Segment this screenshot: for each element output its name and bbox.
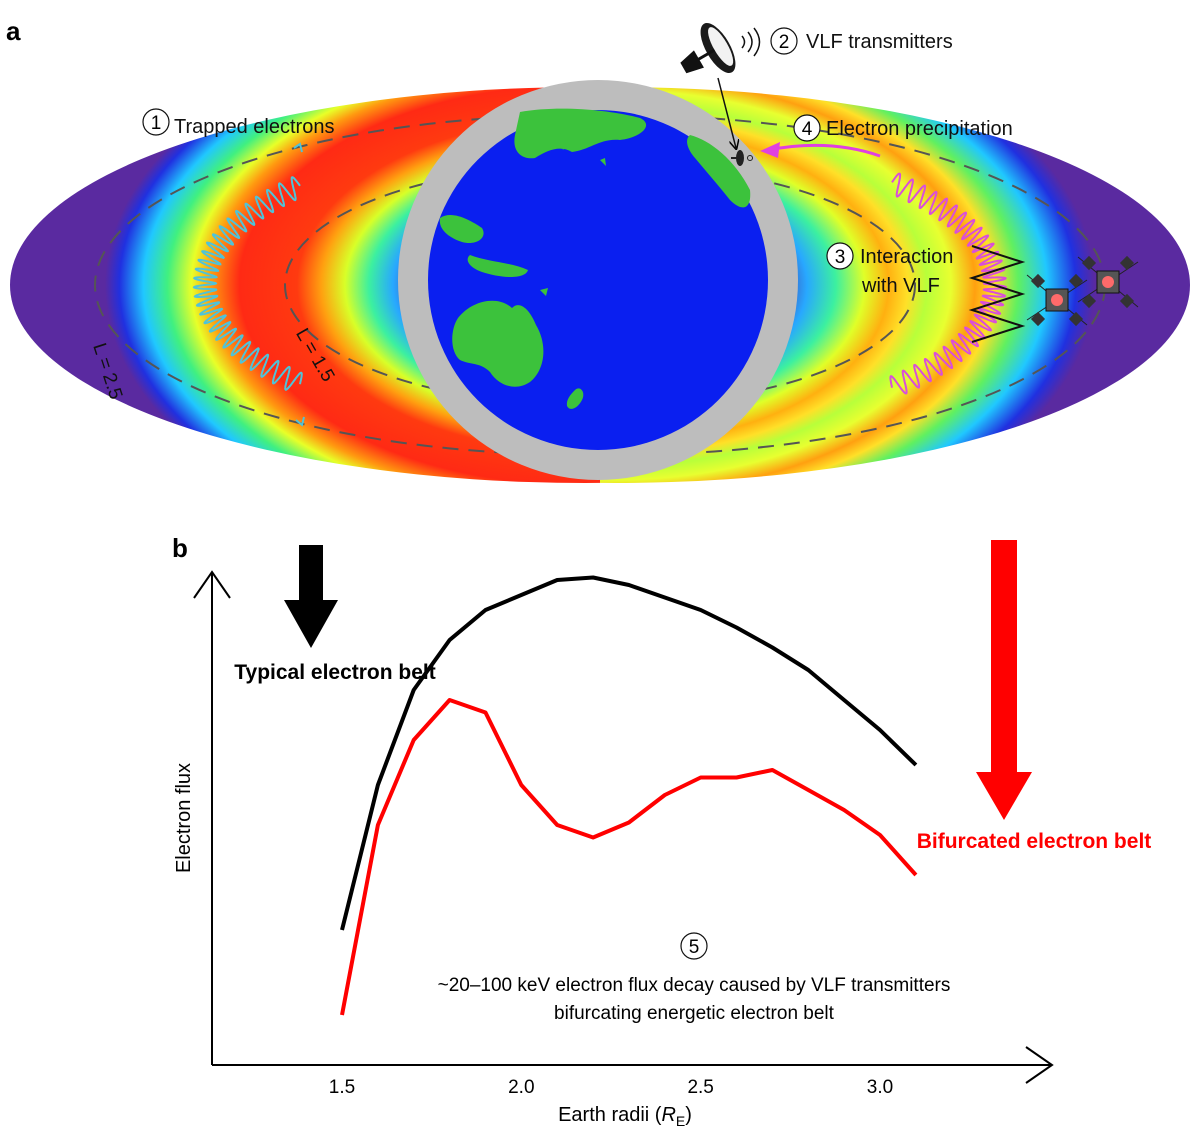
land-new-zealand [566, 388, 584, 409]
bifurcated-arrow-shaft [991, 540, 1017, 772]
panel-a-label: a [6, 16, 21, 46]
step-1-label: 1 Trapped electrons [142, 108, 334, 138]
typical-belt-marker: Typical electron belt [234, 545, 436, 684]
step-2-badge [770, 27, 798, 55]
x-tick-label: 1.5 [329, 1077, 355, 1098]
trapped-electron-wave [192, 176, 303, 391]
x-tick-label: 2.0 [508, 1077, 534, 1098]
land-indonesia [439, 215, 528, 277]
step-4-text: Electron precipitation [826, 118, 1013, 140]
y-axis-title: Electron flux [173, 763, 195, 873]
step-3-badge [826, 242, 854, 270]
step-5-label: 5 [680, 932, 708, 960]
caption-line-2: bifurcating energetic electron belt [554, 1003, 835, 1024]
step-3-label: 3 Interaction with VLF [826, 242, 953, 297]
panel-b-label: b [172, 533, 188, 563]
x-tick-label: 3.0 [867, 1077, 893, 1098]
x-axis-arrowhead [1025, 1046, 1054, 1084]
bifurcated-belt-series-line [340, 698, 918, 1016]
precipitation-arrowhead [760, 142, 780, 158]
x-tick-label: 2.5 [687, 1077, 713, 1098]
step-4-number: 4 [802, 119, 813, 140]
typical-belt-label: Typical electron belt [234, 661, 436, 684]
chart-axes [193, 570, 1054, 1084]
ground-station-icon [731, 150, 753, 166]
typical-belt-series-line [340, 575, 918, 931]
x-axis-title: Earth radii (RE) [558, 1104, 692, 1129]
vlf-transmitter-dish-icon [680, 23, 736, 74]
step-1-badge [142, 108, 170, 136]
land-north-america [687, 135, 751, 208]
signal-waves-icon [741, 27, 761, 57]
vlf-zigzag [968, 245, 1026, 343]
transmitter-arrow [717, 77, 736, 148]
satellite-2 [1077, 255, 1139, 309]
typical-arrow-shaft [299, 545, 323, 601]
y-axis-arrowhead [193, 570, 231, 599]
land-asia [514, 108, 647, 159]
step-2-label: 2 VLF transmitters [770, 27, 953, 55]
step-3-text-line2: with VLF [861, 275, 940, 297]
step-1-text: Trapped electrons [174, 116, 334, 138]
wave-arrow-bottom [295, 416, 305, 427]
step-1-number: 1 [151, 113, 162, 134]
step-4-label: 4 Electron precipitation [793, 114, 1013, 142]
bifurcated-arrow-head [976, 772, 1032, 820]
typical-arrow-head [284, 600, 338, 648]
step-5-number: 5 [689, 937, 700, 958]
whistler-wave-left [192, 142, 305, 427]
bifurcated-belt-marker: Bifurcated electron belt [917, 540, 1152, 853]
series-layer [340, 575, 918, 1016]
caption-line-1: ~20–100 keV electron flux decay caused b… [438, 975, 951, 996]
step-5-badge [680, 932, 708, 960]
step-2-number: 2 [779, 32, 790, 53]
step-3-text-line1: Interaction [860, 246, 953, 268]
satellite-1 [1026, 273, 1088, 327]
x-tick-labels: 1.5 2.0 2.5 3.0 [329, 1077, 893, 1098]
step-4-badge [793, 114, 821, 142]
step-3-number: 3 [835, 247, 846, 268]
bifurcated-belt-label: Bifurcated electron belt [917, 830, 1152, 853]
step-2-text: VLF transmitters [806, 31, 953, 53]
land-australia [452, 300, 544, 387]
wave-arrow-top [293, 142, 303, 153]
earth [398, 80, 798, 480]
